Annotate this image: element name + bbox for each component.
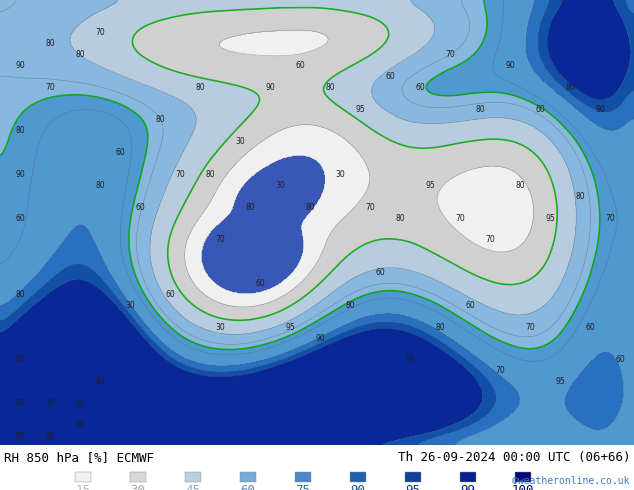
Text: 75: 75 [295,484,311,490]
Text: 80: 80 [476,104,485,114]
Text: 80: 80 [45,432,55,441]
Text: 80: 80 [515,181,525,190]
Text: 95: 95 [405,355,415,365]
Text: 80: 80 [155,116,165,124]
Text: 60: 60 [240,484,256,490]
Text: 30: 30 [275,181,285,190]
Text: 70: 70 [605,214,615,222]
Text: 80: 80 [395,214,405,222]
Text: 95: 95 [15,355,25,365]
Text: 60: 60 [115,148,125,157]
Text: 80: 80 [245,203,255,212]
Text: 80: 80 [565,83,575,92]
Text: 70: 70 [45,399,55,408]
Text: 100: 100 [512,484,534,490]
Text: 70: 70 [45,83,55,92]
Text: 80: 80 [345,301,355,310]
Text: 60: 60 [535,104,545,114]
Text: 95: 95 [425,181,435,190]
Text: 30: 30 [131,484,145,490]
Text: 90: 90 [15,61,25,70]
Text: 30: 30 [125,301,135,310]
Text: 70: 70 [455,214,465,222]
Text: 60: 60 [615,355,625,365]
Text: 90: 90 [75,421,85,430]
Text: 30: 30 [235,137,245,146]
Text: 95: 95 [15,432,25,441]
Bar [130,471,146,482]
Text: 90: 90 [15,170,25,179]
Bar [350,471,366,482]
Text: 70: 70 [445,50,455,59]
Text: 60: 60 [585,322,595,332]
Bar [75,471,91,482]
Bar [240,471,256,482]
Bar [185,471,201,482]
Text: 60: 60 [255,279,265,288]
Text: 60: 60 [135,203,145,212]
Text: 30: 30 [335,170,345,179]
Bar [515,471,531,482]
Text: 60: 60 [375,268,385,277]
Text: 70: 70 [495,366,505,375]
Text: 70: 70 [95,28,105,37]
Text: 60: 60 [385,72,395,81]
Text: 30: 30 [215,322,225,332]
Text: 60: 60 [415,83,425,92]
Text: 95: 95 [355,104,365,114]
Text: 70: 70 [485,235,495,245]
Text: 45: 45 [186,484,200,490]
Text: 60: 60 [295,61,305,70]
Text: 95: 95 [285,322,295,332]
Text: 90: 90 [315,334,325,343]
Text: 99: 99 [460,484,476,490]
Text: 95: 95 [15,399,25,408]
Text: 95: 95 [545,214,555,222]
Text: 60: 60 [75,399,85,408]
Text: 15: 15 [75,484,91,490]
Text: 70: 70 [175,170,185,179]
Text: 80: 80 [75,50,85,59]
Text: 70: 70 [365,203,375,212]
Text: 80: 80 [575,192,585,201]
Text: 80: 80 [15,290,25,299]
Text: 80: 80 [45,39,55,48]
Text: 90: 90 [595,104,605,114]
Text: 80: 80 [305,203,315,212]
Text: 80: 80 [15,126,25,135]
Text: ©weatheronline.co.uk: ©weatheronline.co.uk [512,476,630,486]
Text: 95: 95 [406,484,420,490]
Text: 70: 70 [215,235,225,245]
Text: 80: 80 [435,322,445,332]
Text: 80: 80 [195,83,205,92]
Text: 95: 95 [555,377,565,386]
Text: 80: 80 [95,181,105,190]
Text: RH 850 hPa [%] ECMWF: RH 850 hPa [%] ECMWF [4,451,154,464]
Text: 60: 60 [165,290,175,299]
Text: Th 26-09-2024 00:00 UTC (06+66): Th 26-09-2024 00:00 UTC (06+66) [398,451,630,464]
Text: 80: 80 [205,170,215,179]
Bar [405,471,421,482]
Text: 80: 80 [95,377,105,386]
Text: 90: 90 [505,61,515,70]
Text: 90: 90 [265,83,275,92]
Text: 90: 90 [351,484,365,490]
Text: 80: 80 [325,83,335,92]
Text: 60: 60 [465,301,475,310]
Text: 60: 60 [15,214,25,222]
Bar [460,471,476,482]
Bar [295,471,311,482]
Text: 70: 70 [525,322,535,332]
